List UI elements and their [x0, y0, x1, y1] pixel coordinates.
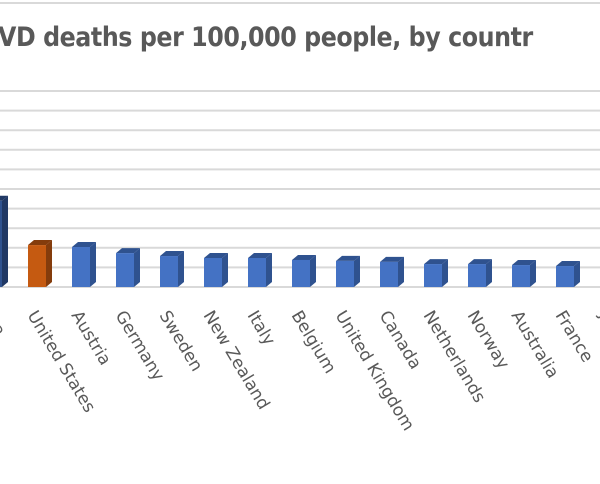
- bar-side: [134, 248, 140, 287]
- bar-top: [380, 256, 404, 262]
- bar-top: [160, 251, 184, 257]
- bar: [468, 264, 486, 287]
- bar-side: [574, 261, 580, 287]
- bar-side: [530, 260, 536, 287]
- bar-top: [424, 259, 448, 265]
- bar-side: [398, 256, 404, 287]
- bar-side: [178, 251, 184, 287]
- bar-side: [310, 254, 316, 287]
- bar-top: [204, 252, 228, 258]
- bar-side: [486, 259, 492, 287]
- bar-top: [116, 248, 140, 254]
- bar: [204, 257, 222, 287]
- x-tick-label: ina: [0, 307, 9, 340]
- x-tick-label: J: [594, 306, 600, 321]
- bar-top: [336, 255, 360, 261]
- bar: [248, 257, 266, 287]
- bar-top: [556, 261, 580, 267]
- bar: [556, 266, 574, 287]
- x-tick-label: United Kingdom: [331, 307, 418, 434]
- bar: [72, 247, 90, 287]
- bar-top: [512, 260, 536, 266]
- bar-top: [72, 242, 96, 248]
- x-tick-label: Italy: [243, 307, 279, 349]
- bar-side: [90, 242, 96, 287]
- bar-top: [248, 252, 272, 258]
- bar: [512, 265, 530, 287]
- bar-top: [28, 240, 52, 246]
- bar: [160, 256, 178, 287]
- bar: [336, 260, 354, 287]
- bar-side: [222, 252, 228, 287]
- bar-top: [0, 195, 8, 201]
- bar-side: [266, 252, 272, 287]
- bar-side: [2, 195, 8, 287]
- bar: [292, 259, 310, 287]
- x-tick-label: France: [551, 307, 597, 366]
- bar-side: [442, 259, 448, 287]
- bar: [28, 245, 46, 287]
- chart-title: VD deaths per 100,000 people, by countr: [0, 22, 533, 53]
- bar-top: [292, 254, 316, 260]
- bar-side: [354, 255, 360, 287]
- bar: [380, 261, 398, 287]
- x-tick-label: Austria: [67, 307, 115, 369]
- bar-side: [46, 240, 52, 287]
- bar-top: [468, 259, 492, 265]
- bar: [0, 200, 2, 287]
- bar: [116, 253, 134, 287]
- bar: [424, 264, 442, 287]
